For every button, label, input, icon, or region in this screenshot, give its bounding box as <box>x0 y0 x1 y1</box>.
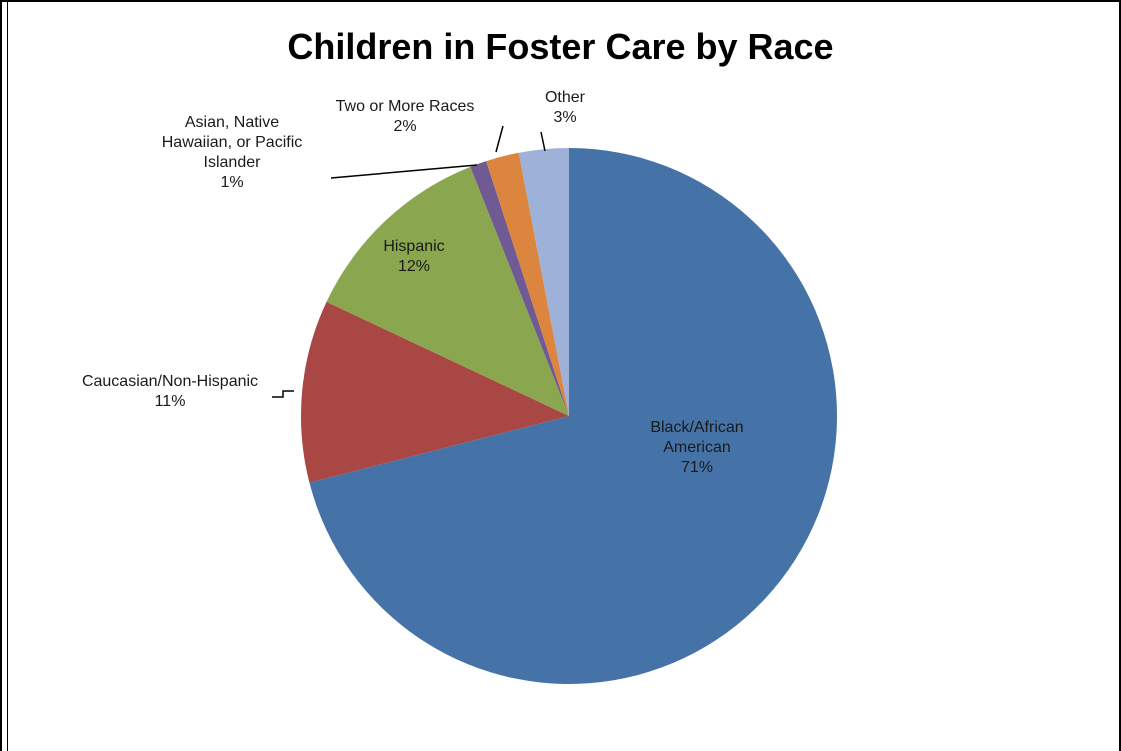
data-label-caucasian-non-hispanic: Caucasian/Non-Hispanic 11% <box>82 373 258 410</box>
data-label-black-african-american: Black/African American 71% <box>650 419 743 476</box>
pie-slice-other <box>518 148 569 416</box>
pie-slice-asian-native-hawaiian-or-pacific-islander <box>470 161 569 416</box>
pie-slice-hispanic <box>326 166 569 416</box>
data-label-other: Other 3% <box>545 89 586 126</box>
pie-slice-black-african-american <box>309 148 838 684</box>
data-label-asian-native-hawaiian-or-pacific-islander: Asian, Native Hawaiian, or Pacific Islande… <box>162 114 303 191</box>
data-label-two-or-more-races: Two or More Races 2% <box>336 98 475 135</box>
leader-line-caucasian-non-hispanic <box>272 390 294 398</box>
leader-line-asian-native-hawaiian-or-pacific-islander <box>330 164 478 179</box>
frame-divider <box>7 0 8 751</box>
leader-line-other <box>540 131 546 152</box>
pie-slice-two-or-more-races <box>486 152 569 416</box>
leader-line-two-or-more-races <box>495 125 504 153</box>
chart-title: Children in Foster Care by Race <box>287 26 834 67</box>
data-label-hispanic: Hispanic 12% <box>383 238 444 275</box>
pie-slice-caucasian-non-hispanic <box>301 301 569 483</box>
